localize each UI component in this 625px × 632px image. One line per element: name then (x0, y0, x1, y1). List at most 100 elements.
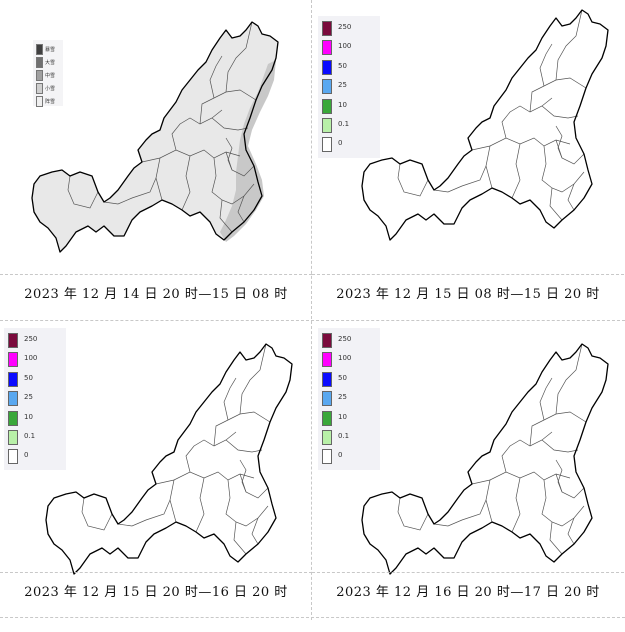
legend-item: 250 (4, 331, 64, 350)
district-boundary (471, 471, 571, 485)
legend-label: 0.1 (338, 120, 350, 128)
legend-swatch (8, 391, 18, 407)
legend-label: 250 (338, 335, 352, 343)
district-boundary (397, 163, 429, 197)
legend-label: 0 (338, 451, 343, 460)
region-fill (32, 22, 278, 252)
legend-item: 25 (4, 389, 64, 408)
district-boundary (181, 155, 191, 211)
forecast-panel-4: 250 100 50 25 10 0.1 0 2023 年 12 月 16 日 20 时—1… (312, 322, 624, 632)
legend-swatch (36, 96, 43, 107)
district-boundary (225, 151, 255, 177)
legend-label: 100 (338, 42, 352, 51)
legend-label: 100 (24, 354, 38, 363)
district-boundary (199, 89, 257, 125)
district-boundary (529, 77, 587, 113)
region-outline (45, 343, 293, 575)
legend-swatch (8, 333, 18, 348)
district-boundary (233, 521, 247, 555)
legend-item: 暴雪 (33, 43, 93, 56)
legend-item: 10 (318, 409, 378, 428)
legend-item: 100 (318, 38, 378, 57)
legend-swatch (36, 70, 43, 81)
legend-swatch (8, 449, 18, 465)
district-boundary (237, 195, 245, 223)
district-boundary (433, 499, 487, 527)
district-boundary (239, 343, 267, 415)
district-boundary (67, 175, 99, 209)
district-boundary (195, 477, 205, 533)
region-map (361, 343, 609, 575)
district-boundary (539, 377, 553, 421)
district-boundary (117, 499, 171, 527)
horizontal-divider (0, 320, 625, 321)
legend-item: 100 (318, 350, 378, 369)
district-boundary (219, 199, 233, 233)
legend-swatch (322, 352, 332, 368)
legend-swatch (8, 430, 18, 445)
district-boundary (541, 105, 579, 119)
legend-label: 100 (338, 354, 352, 363)
legend-label: 0.1 (24, 432, 36, 440)
map-area: 暴雪 大雪 中雪 小雪 阵雪 (0, 0, 312, 274)
legend-label: 25 (338, 393, 347, 402)
district-boundary (213, 411, 271, 447)
legend-label: 10 (338, 100, 347, 109)
legend-item: 中雪 (33, 69, 93, 82)
region-map (361, 9, 609, 241)
legend-label: 小雪 (45, 86, 56, 92)
legend-label: 250 (338, 23, 352, 31)
legend-swatch (322, 118, 332, 133)
region-map (31, 21, 279, 253)
region-fill (362, 344, 608, 574)
region-fill (362, 10, 608, 240)
legend-item: 50 (318, 370, 378, 389)
legend-swatch (322, 449, 332, 465)
map-legend: 250 100 50 25 10 0.1 0 (318, 328, 380, 470)
vertical-divider (311, 0, 312, 620)
legend-label: 50 (24, 373, 33, 382)
map-legend: 250 100 50 25 10 0.1 0 (318, 16, 380, 158)
district-boundary (397, 497, 429, 531)
legend-item: 阵雪 (33, 95, 93, 108)
legend-swatch (322, 137, 332, 153)
legend-swatch (8, 410, 18, 426)
legend-label: 中雪 (45, 73, 56, 79)
map-area: 250 100 50 25 10 0.1 0 (0, 322, 312, 575)
district-boundary (211, 117, 249, 131)
map-area: 250 100 50 25 10 0.1 0 (312, 322, 624, 575)
district-boundary (567, 183, 575, 211)
district-boundary (103, 177, 157, 205)
legend-item: 100 (4, 350, 64, 369)
legend-item: 50 (4, 370, 64, 389)
legend-swatch (322, 98, 332, 114)
bottom-divider (0, 617, 625, 618)
legend-item: 0 (318, 447, 378, 466)
legend-swatch (36, 44, 43, 55)
district-boundary (225, 137, 233, 171)
region-map (45, 343, 293, 575)
legend-label: 0 (24, 451, 29, 460)
legend-item: 10 (318, 97, 378, 116)
legend-swatch (322, 410, 332, 426)
legend-item: 250 (318, 19, 378, 38)
district-boundary (529, 411, 587, 447)
district-boundary (239, 459, 247, 493)
legend-item: 0.1 (318, 428, 378, 447)
legend-swatch (36, 57, 43, 68)
legend-item: 50 (318, 58, 378, 77)
district-boundary (511, 143, 521, 199)
district-boundary (155, 471, 255, 485)
district-boundary (555, 343, 583, 415)
legend-swatch (322, 40, 332, 56)
district-boundary (555, 459, 563, 493)
district-boundary (209, 55, 223, 99)
legend-label: 10 (338, 412, 347, 421)
legend-swatch (322, 59, 332, 75)
time-range-caption: 2023 年 12 月 15 日 08 时—15 日 20 时 (312, 274, 624, 310)
legend-label: 25 (338, 81, 347, 90)
district-boundary (555, 139, 585, 165)
legend-label: 25 (24, 393, 33, 402)
district-boundary (433, 165, 487, 193)
